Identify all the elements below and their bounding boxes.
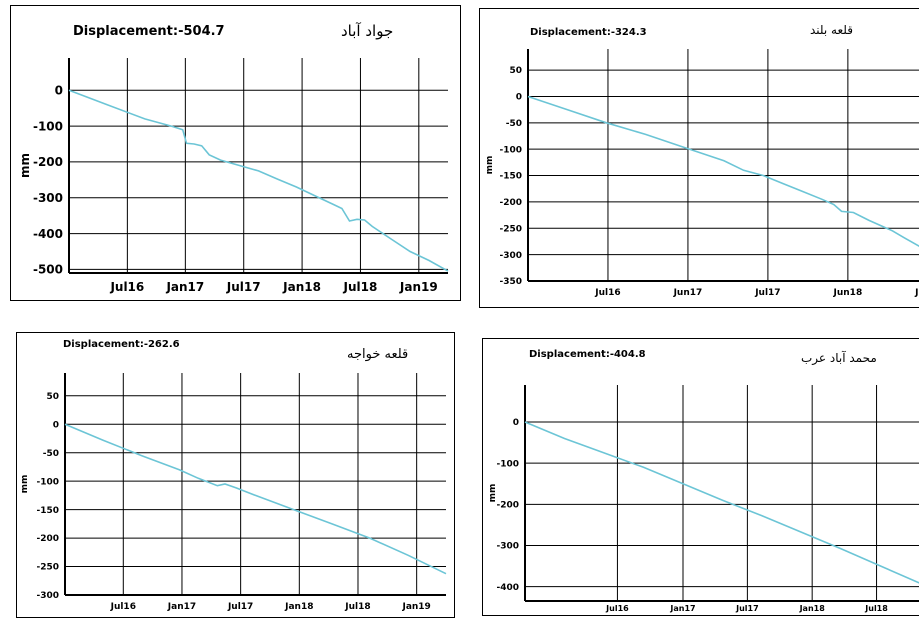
x-tick-label: Jul18 bbox=[344, 602, 370, 612]
y-tick-label: -400 bbox=[496, 583, 519, 593]
x-tick-label: Jun17 bbox=[673, 288, 703, 298]
y-tick-label: 0 bbox=[53, 420, 59, 430]
chart-svg-4: 0 -100 -200 -300 -400 Jul16 Jan17 Jul17 Jan18 Jul… bbox=[488, 385, 919, 613]
y-tick-label: -250 bbox=[499, 224, 522, 234]
x-tick-label: Jan19 bbox=[399, 280, 438, 294]
y-tick-label: 0 bbox=[513, 418, 519, 428]
x-tick-label: Jan18 bbox=[284, 602, 313, 612]
x-tick-label: Jan17 bbox=[669, 604, 695, 613]
displacement-prefix-4: Displacement: bbox=[529, 349, 610, 360]
y-tick-label: 50 bbox=[509, 66, 522, 76]
chart-panel-1: 0 -100 -200 -300 -400 -500 Jul16 Jan17 Jul17 Jan1… bbox=[10, 5, 461, 301]
y-tick-label: -200 bbox=[496, 500, 519, 510]
y-tick-label: 50 bbox=[46, 392, 59, 402]
chart-svg-2: 50 0 -50 -100 -150 -200 -250 -300 -350 Jul16 Jun17… bbox=[485, 49, 919, 298]
displacement-value-2: -324.3 bbox=[610, 27, 647, 38]
x-tick-label: Jul17 bbox=[226, 280, 261, 294]
y-tick-label: -200 bbox=[33, 155, 63, 169]
x-tick-label: Jan18 bbox=[799, 604, 826, 613]
y-tick-label: -300 bbox=[36, 591, 59, 601]
x-tick-label: Jul16 bbox=[594, 288, 620, 298]
x-tick-label: Jul17 bbox=[735, 604, 759, 613]
displacement-label-1: Displacement:-504.7 bbox=[73, 24, 225, 39]
y-tick-label: -150 bbox=[36, 506, 59, 516]
x-tick-label: Jul18 bbox=[343, 280, 378, 294]
displacement-series-line bbox=[64, 423, 447, 575]
station-name-4: محمد آباد عرب bbox=[801, 351, 877, 365]
y-tick-label: -300 bbox=[33, 191, 63, 205]
y-axis-label: mm bbox=[20, 475, 30, 494]
displacement-value-3: -262.6 bbox=[143, 339, 180, 350]
chart-svg-3: 50 0 -50 -100 -150 -200 -250 -300 Jul16 Jan17 Jul1… bbox=[20, 373, 447, 612]
displacement-label-4: Displacement:-404.8 bbox=[529, 349, 646, 360]
displacement-series-line bbox=[68, 89, 449, 272]
x-tick-label: Jul16 bbox=[109, 280, 144, 294]
y-tick-label: -500 bbox=[33, 263, 63, 277]
y-tick-label: -100 bbox=[36, 477, 59, 487]
x-tick-label: Jul18 bbox=[914, 288, 919, 298]
y-tick-label: -400 bbox=[33, 227, 63, 241]
y-tick-label: -350 bbox=[499, 277, 522, 287]
x-tick-label: Jan18 bbox=[282, 280, 321, 294]
chart-panel-4: 0 -100 -200 -300 -400 Jul16 Jan17 Jul17 Jan18 Jul… bbox=[482, 338, 919, 616]
y-tick-label: -300 bbox=[499, 251, 522, 261]
station-name-1: جواد آباد bbox=[341, 22, 394, 40]
y-axis-label: mm bbox=[485, 156, 495, 175]
y-tick-label: -200 bbox=[499, 198, 522, 208]
x-tick-label: Jun18 bbox=[833, 288, 863, 298]
chart-panel-3: 50 0 -50 -100 -150 -200 -250 -300 Jul16 Jan17 Jul1… bbox=[16, 332, 455, 618]
y-tick-label: -250 bbox=[36, 563, 59, 573]
x-tick-label: Jan19 bbox=[401, 602, 430, 612]
x-tick-label: Jul18 bbox=[864, 604, 888, 613]
displacement-series-line bbox=[524, 421, 919, 584]
x-tick-label: Jul16 bbox=[605, 604, 629, 613]
displacement-prefix-2: Displacement: bbox=[530, 27, 611, 38]
displacement-value-1: -504.7 bbox=[178, 24, 225, 39]
y-axis-label: mm bbox=[18, 153, 32, 178]
chart-panel-2: 50 0 -50 -100 -150 -200 -250 -300 -350 Jul16 Jun17… bbox=[479, 8, 919, 308]
y-tick-label: -150 bbox=[499, 172, 522, 182]
y-tick-label: -100 bbox=[496, 459, 519, 469]
displacement-prefix-3: Displacement: bbox=[63, 339, 144, 350]
y-tick-label: -100 bbox=[499, 145, 522, 155]
y-tick-label: -100 bbox=[33, 119, 63, 133]
x-tick-label: Jul17 bbox=[754, 288, 780, 298]
x-tick-label: Jul17 bbox=[227, 602, 253, 612]
y-tick-label: 0 bbox=[516, 93, 522, 103]
x-tick-label: Jan17 bbox=[167, 602, 196, 612]
station-name-3: قلعه خواجه bbox=[347, 347, 409, 362]
chart-svg-1: 0 -100 -200 -300 -400 -500 Jul16 Jan17 Jul17 Jan1… bbox=[18, 58, 449, 294]
displacement-label-2: Displacement:-324.3 bbox=[530, 27, 647, 38]
y-axis-label: mm bbox=[488, 484, 498, 503]
station-name-2: قلعه بلند bbox=[810, 23, 853, 37]
displacement-prefix-1: Displacement: bbox=[73, 24, 179, 39]
y-tick-label: -300 bbox=[496, 542, 519, 552]
displacement-value-4: -404.8 bbox=[609, 349, 646, 360]
displacement-label-3: Displacement:-262.6 bbox=[63, 339, 180, 350]
y-tick-label: -50 bbox=[506, 119, 522, 129]
y-tick-label: -200 bbox=[36, 534, 59, 544]
y-tick-label: -50 bbox=[43, 449, 59, 459]
x-tick-label: Jul16 bbox=[110, 602, 136, 612]
y-tick-label: 0 bbox=[55, 83, 63, 97]
displacement-series-line bbox=[527, 95, 919, 248]
x-tick-label: Jan17 bbox=[165, 280, 204, 294]
